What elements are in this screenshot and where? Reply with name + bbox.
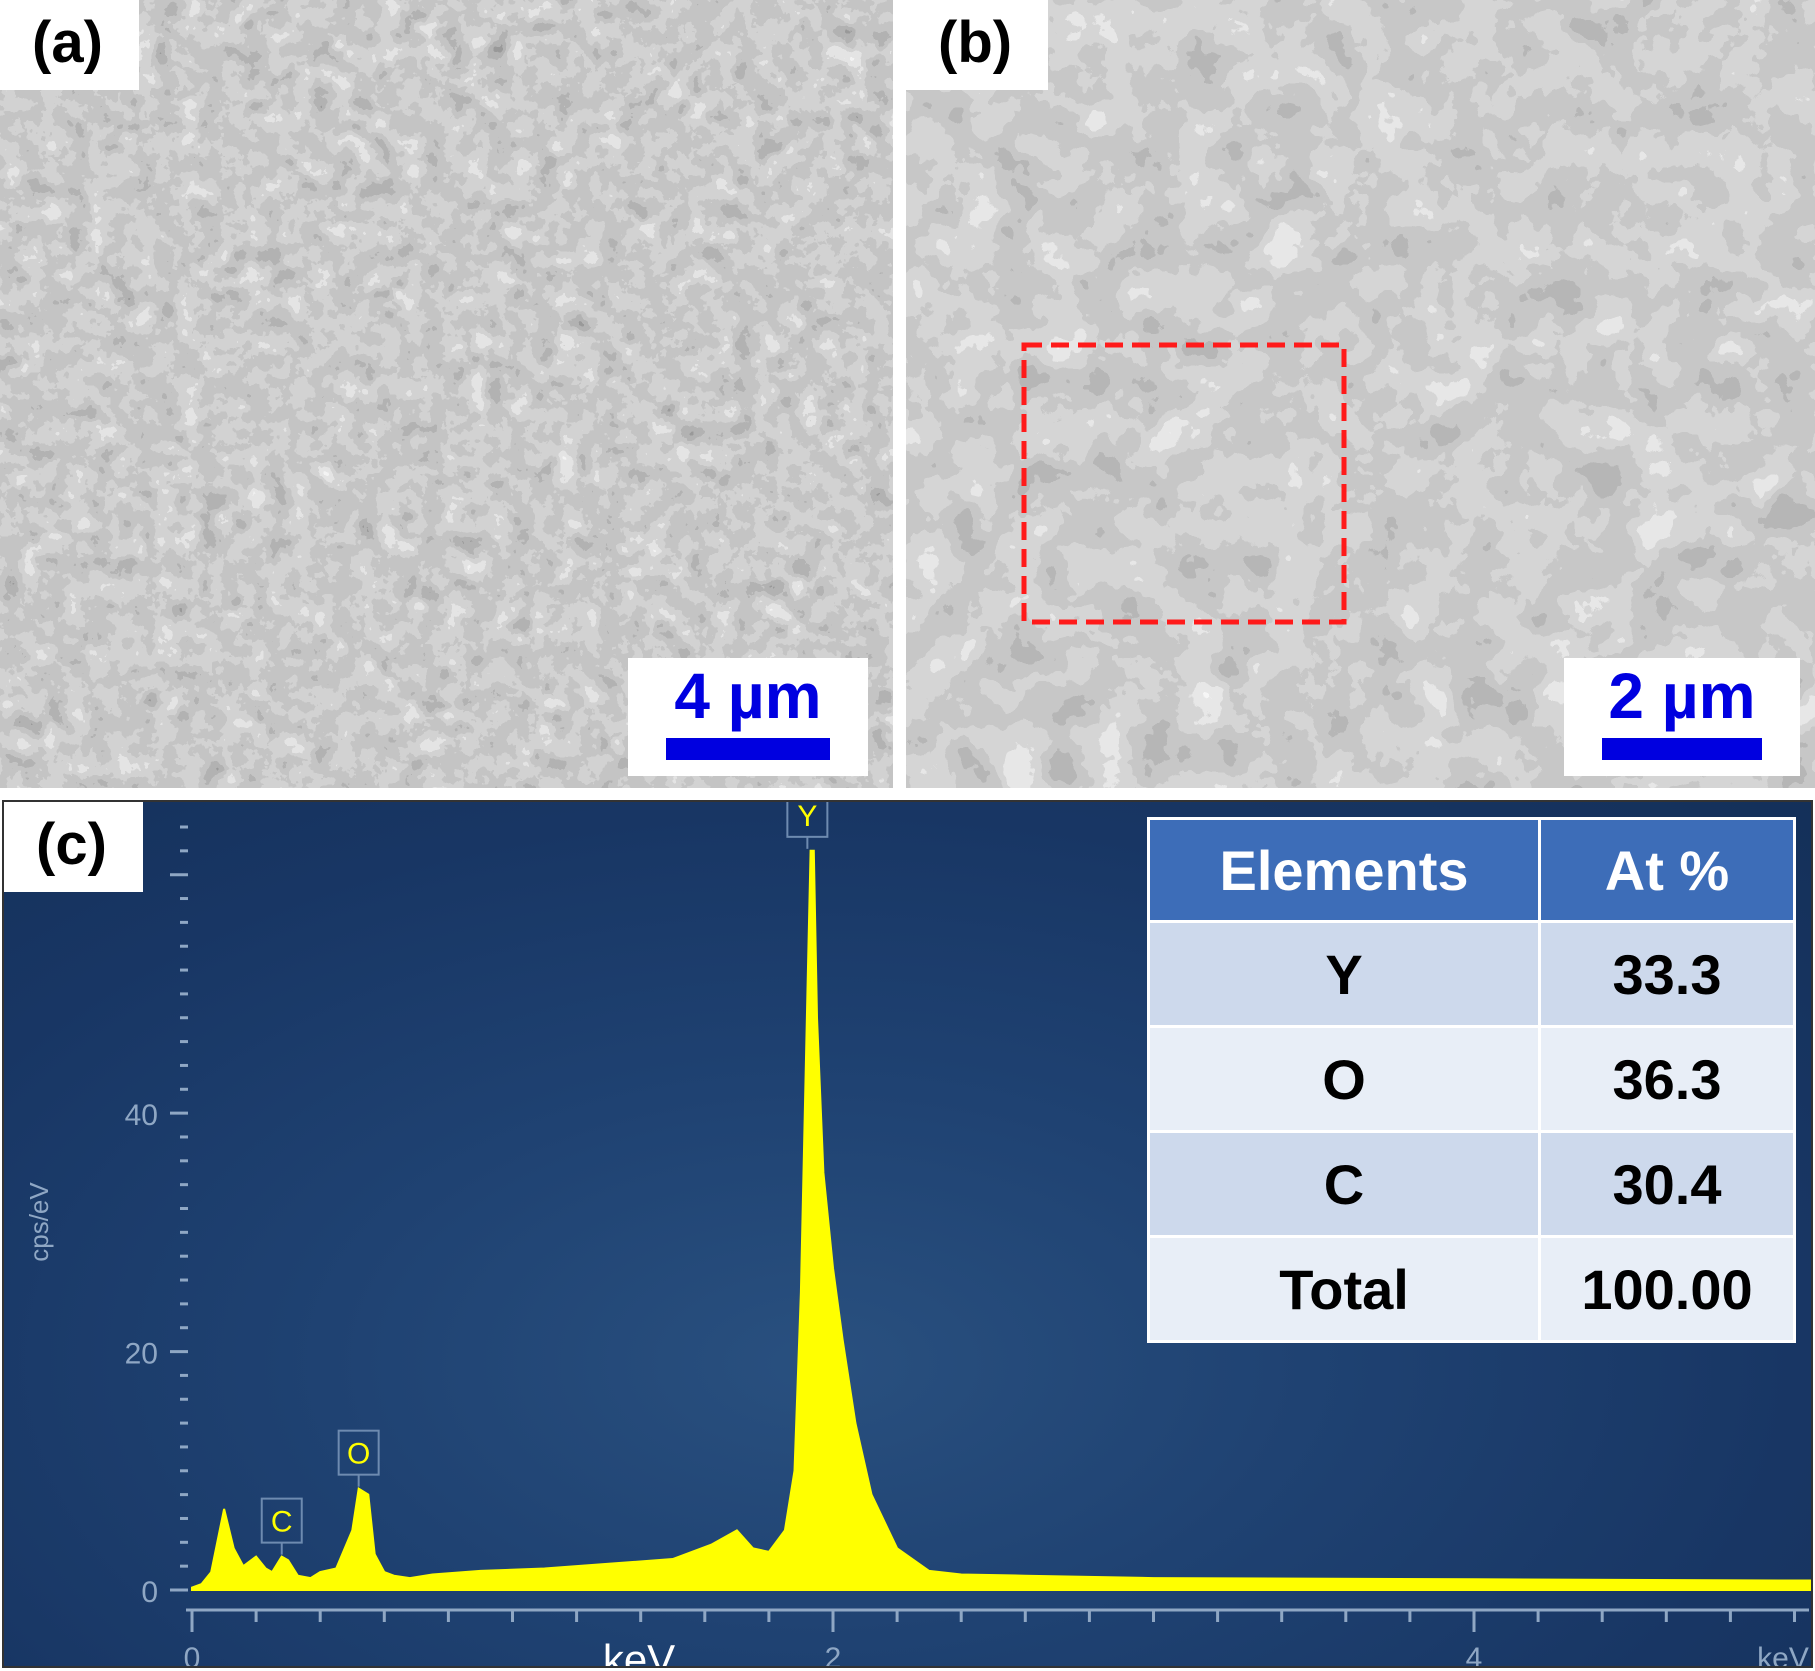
y-tick-label: 40 — [125, 1099, 158, 1132]
table-cell-value: 33.3 — [1538, 920, 1796, 1028]
table-cell-element: Y — [1147, 920, 1541, 1028]
peak-label-y: Y — [797, 802, 817, 833]
panel-label-b: (b) — [906, 0, 1049, 90]
panel-label-c: (c) — [4, 802, 143, 892]
y-tick-label: 0 — [141, 1576, 158, 1609]
table-header-at-percent: At % — [1538, 817, 1796, 923]
x-tick-label: 2 — [825, 1642, 842, 1666]
composition-table: Elements At % Y 33.3 O 36.3 C 30.4 Total… — [1147, 817, 1796, 1343]
x-tick-label: 4 — [1466, 1642, 1483, 1666]
scale-bar-a: 4 µm — [628, 658, 868, 776]
y-axis-label: cps/eV — [24, 1182, 54, 1262]
x-axis-label: keV — [603, 1636, 675, 1666]
table-row: C 30.4 — [1147, 1130, 1796, 1238]
table-cell-value: 100.00 — [1538, 1235, 1796, 1343]
sem-texture-a — [0, 0, 893, 788]
table-cell-element: C — [1147, 1130, 1541, 1238]
panel-label-a: (a) — [0, 0, 139, 90]
scale-label-a: 4 µm — [674, 660, 822, 732]
y-tick-label: 20 — [125, 1338, 158, 1371]
table-row: Y 33.3 — [1147, 920, 1796, 1028]
scale-line-a — [666, 738, 830, 760]
spectrum-series — [191, 849, 1811, 1591]
sem-image-b: (b) 2 µm — [906, 0, 1815, 788]
scale-bar-b: 2 µm — [1564, 658, 1800, 776]
scale-line-b — [1602, 738, 1762, 760]
table-row: Total 100.00 — [1147, 1235, 1796, 1343]
sem-texture-b — [906, 0, 1815, 788]
peak-label-o: O — [347, 1438, 370, 1471]
table-cell-element: O — [1147, 1025, 1541, 1133]
sem-image-a: (a) 4 µm — [0, 0, 893, 788]
region-of-interest-box — [1021, 342, 1347, 625]
peak-label-c: C — [271, 1506, 293, 1539]
x-axis-end-label: keV — [1757, 1642, 1809, 1666]
table-row: O 36.3 — [1147, 1025, 1796, 1133]
table-header-elements: Elements — [1147, 817, 1541, 923]
scale-label-b: 2 µm — [1608, 660, 1756, 732]
table-cell-element: Total — [1147, 1235, 1541, 1343]
table-header-row: Elements At % — [1147, 817, 1796, 923]
table-cell-value: 30.4 — [1538, 1130, 1796, 1238]
x-tick-label: 0 — [184, 1642, 201, 1666]
table-cell-value: 36.3 — [1538, 1025, 1796, 1133]
